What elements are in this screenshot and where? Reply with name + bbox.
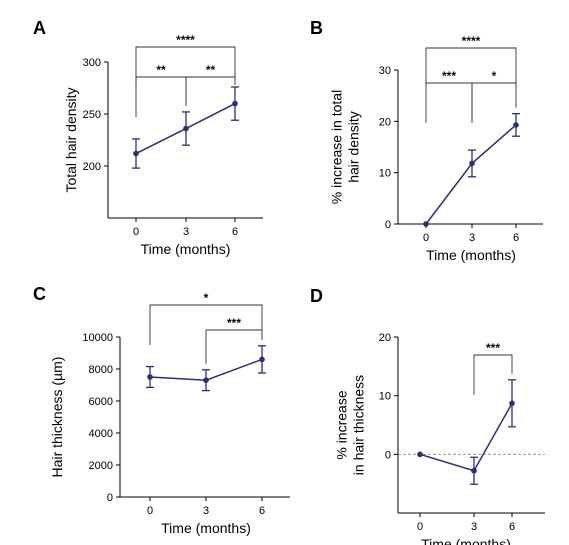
panel-b: B 0 10 20 30 0 3 6 Time (months) % increase in to…: [310, 18, 543, 263]
data-point: [147, 374, 153, 380]
y-tick-label: 10: [379, 391, 391, 403]
y-tick-label: 0: [385, 449, 391, 461]
significance-label: ***: [227, 316, 241, 330]
y-tick-label: 300: [83, 57, 101, 69]
data-point: [183, 125, 189, 132]
y-axis-title: Hair thickness (µm): [49, 357, 65, 478]
x-axis-title: Time (months): [161, 520, 251, 536]
y-axis-title: % increase: [334, 390, 350, 459]
significance-bracket: [185, 76, 236, 106]
x-tick-label: 3: [471, 521, 477, 533]
significance-label: ****: [462, 34, 481, 48]
x-axis-title: Time (months): [141, 241, 231, 257]
data-point: [423, 221, 429, 227]
data-point: [232, 100, 238, 107]
y-tick-label: 2000: [89, 460, 113, 472]
y-axis-title: Total hair density: [63, 87, 79, 192]
significance-label: ****: [176, 33, 195, 47]
x-tick-label: 3: [469, 232, 475, 244]
significance-bracket: [149, 304, 263, 345]
y-tick-label: 250: [83, 109, 101, 121]
x-tick-label: 0: [133, 226, 139, 238]
x-tick-label: 6: [513, 232, 519, 244]
significance-bracket: [135, 46, 236, 87]
x-tick-label: 3: [183, 226, 189, 238]
significance-label: ***: [442, 69, 456, 83]
x-tick-label: 0: [417, 521, 423, 533]
y-tick-label: 0: [385, 219, 391, 231]
series-line: [419, 402, 513, 472]
significance-label: **: [156, 63, 166, 77]
x-tick-label: 6: [232, 226, 238, 238]
x-axis-title: Time (months): [421, 536, 511, 545]
y-tick-label: 6000: [89, 396, 113, 408]
data-point: [203, 377, 209, 384]
panel-letter: A: [33, 18, 46, 38]
significance-bracket: [425, 82, 473, 123]
significance-bracket: [425, 47, 517, 88]
significance-label: ***: [486, 341, 500, 355]
panel-c: C 0 2000 4000 6000 8000 10000 0 3 6 Time (months) H…: [33, 284, 290, 536]
x-tick-label: 0: [423, 232, 429, 244]
panel-letter: C: [33, 284, 46, 304]
y-tick-label: 4000: [89, 428, 113, 440]
y-tick-label: 0: [107, 492, 113, 504]
y-tick-label: 200: [83, 161, 101, 173]
data-point: [417, 451, 423, 458]
y-tick-label: 10: [379, 168, 391, 180]
data-point: [471, 467, 477, 474]
y-tick-label: 30: [379, 65, 391, 77]
series-line: [425, 124, 517, 225]
significance-label: *: [204, 291, 209, 305]
y-axis-title: % increase in total: [329, 90, 345, 204]
significance-bracket: [473, 354, 513, 395]
significance-label: **: [206, 63, 216, 77]
y-tick-label: 10000: [82, 332, 113, 344]
y-tick-label: 8000: [89, 364, 113, 376]
data-point: [509, 400, 515, 407]
y-tick-label: 20: [379, 116, 391, 128]
panel-letter: D: [310, 286, 323, 306]
x-tick-label: 3: [203, 505, 209, 517]
x-tick-label: 6: [259, 505, 265, 517]
x-tick-label: 6: [509, 521, 515, 533]
data-point: [133, 150, 139, 157]
data-point: [469, 160, 475, 167]
panel-letter: B: [310, 18, 323, 38]
significance-bracket: [135, 76, 187, 117]
y-axis-title: in hair thickness: [351, 375, 367, 475]
x-axis-title: Time (months): [426, 247, 516, 263]
significance-label: *: [492, 69, 497, 83]
significance-bracket: [205, 329, 263, 364]
y-tick-label: 20: [379, 332, 391, 344]
y-axis-title: hair density: [346, 111, 362, 183]
data-point: [259, 356, 265, 363]
x-tick-label: 0: [147, 505, 153, 517]
data-point: [513, 122, 519, 128]
significance-bracket: [471, 82, 517, 123]
panel-d: D 0 10 20 0 3 6 Time (months) % increase in hair …: [310, 286, 545, 545]
